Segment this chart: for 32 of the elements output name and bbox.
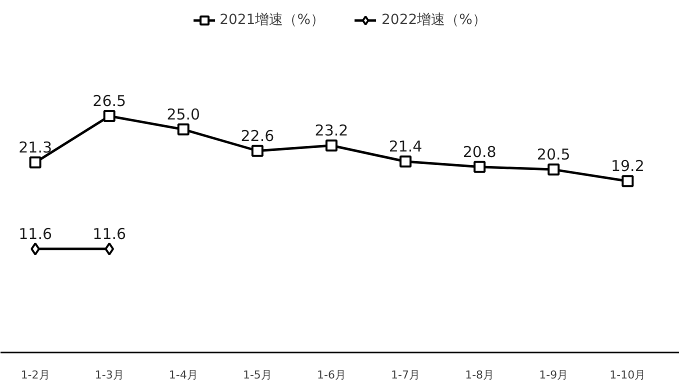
legend-label: 2021增速（%） [220,11,324,29]
x-tick-label: 1-10月 [610,368,646,382]
point [103,110,116,122]
x-tick-label: 1-6月 [317,368,346,382]
data-label: 11.6 [92,224,126,243]
data-label: 11.6 [18,224,52,243]
data-label: 26.5 [92,92,126,110]
data-label: 25.0 [166,105,200,124]
data-label: 21.4 [388,138,422,156]
point [29,156,42,168]
point [400,156,412,168]
point [622,175,634,188]
point [474,160,486,173]
x-tick-label: 1-5月 [242,368,272,382]
data-label: 19.2 [610,157,644,176]
x-tick-label: 1-9月 [539,368,568,382]
x-tick-label: 1-3月 [94,368,124,382]
point [548,164,560,176]
point [177,123,190,136]
point [104,242,114,256]
x-tick-label: 1-7月 [391,368,420,382]
point [325,139,338,152]
x-tick-label: 1-2月 [20,368,50,382]
data-label: 20.5 [536,146,570,164]
x-tick-label: 1-4月 [168,368,198,382]
data-label: 21.3 [18,138,52,156]
data-label: 20.8 [462,142,496,161]
data-label: 22.6 [240,126,274,145]
data-label: 23.2 [314,121,348,140]
point [251,144,264,157]
x-tick-label: 1-8月 [465,368,494,382]
legend-label: 2022增速（%） [382,11,486,29]
